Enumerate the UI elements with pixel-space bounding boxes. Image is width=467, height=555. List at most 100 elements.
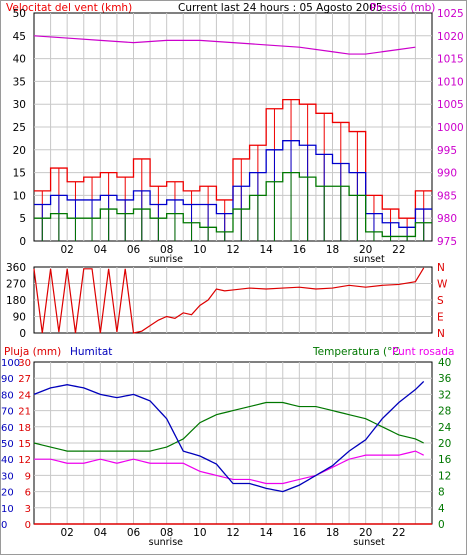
pressure-y-tick-label: 995 bbox=[437, 145, 457, 157]
wind-y-tick-label: 10 bbox=[13, 190, 26, 202]
wind-speed-title: Velocitat del vent (kmh) bbox=[6, 2, 132, 14]
pressure-y-tick-label: 1000 bbox=[437, 122, 464, 134]
wind-x-tick-label: 10 bbox=[193, 244, 206, 256]
humidity-y-tick-label: 60 bbox=[1, 423, 14, 434]
pressure-y-tick-label: 980 bbox=[437, 213, 457, 225]
temperature-y-tick-label: 16 bbox=[438, 454, 452, 466]
humidity-x-tick-label: 18 bbox=[326, 527, 339, 539]
wind-sunset-label: sunset bbox=[353, 254, 385, 265]
humidity-x-tick-label: 04 bbox=[94, 527, 108, 539]
direction-y-tick-label: 0 bbox=[19, 328, 26, 340]
pressure-title: Pressió (mb) bbox=[370, 2, 435, 14]
rain-y-tick-label: 0 bbox=[25, 520, 31, 531]
temperature-y-tick-label: 12 bbox=[438, 470, 451, 482]
wind-sunrise-label: sunrise bbox=[149, 254, 183, 265]
rain-title: Pluja (mm) bbox=[4, 346, 61, 358]
temperature-y-tick-label: 28 bbox=[438, 406, 451, 418]
direction-compass-label: W bbox=[437, 279, 448, 291]
temperature-y-tick-label: 32 bbox=[438, 389, 451, 401]
wind-x-tick-label: 08 bbox=[160, 244, 173, 256]
humidity-x-tick-label: 22 bbox=[392, 527, 405, 539]
rain-y-tick-label: 27 bbox=[18, 374, 31, 385]
rain-y-tick-label: 30 bbox=[18, 358, 31, 369]
wind-y-tick-label: 35 bbox=[13, 76, 26, 88]
humidity-y-tick-label: 100 bbox=[1, 358, 20, 369]
humidity-y-tick-label: 50 bbox=[1, 439, 14, 450]
direction-compass-label: S bbox=[437, 295, 444, 307]
humidity-x-tick-label: 08 bbox=[160, 527, 173, 539]
humidity-sunset-label: sunset bbox=[353, 537, 385, 548]
wind-x-tick-label: 02 bbox=[60, 244, 73, 256]
wind-x-tick-label: 06 bbox=[127, 244, 141, 256]
rain-y-tick-label: 18 bbox=[18, 423, 31, 434]
direction-compass-label: N bbox=[437, 328, 445, 340]
humidity-x-tick-label: 20 bbox=[359, 527, 372, 539]
rain-y-tick-label: 6 bbox=[25, 488, 31, 499]
humidity-x-tick-label: 02 bbox=[60, 527, 73, 539]
humidity-y-tick-label: 30 bbox=[1, 471, 14, 482]
direction-line bbox=[33, 267, 425, 334]
humidity-y-tick-label: 0 bbox=[1, 520, 7, 531]
temperature-y-tick-label: 36 bbox=[438, 373, 452, 385]
humidity-temperature-panel: 0102030405060708090100036912151821242730… bbox=[1, 357, 452, 548]
rain-y-tick-label: 9 bbox=[25, 471, 31, 482]
humidity-sunrise-label: sunrise bbox=[149, 537, 183, 548]
pressure-y-tick-label: 985 bbox=[437, 190, 457, 202]
temperature-y-tick-label: 4 bbox=[438, 503, 445, 515]
humidity-y-tick-label: 80 bbox=[1, 390, 14, 401]
temperature-line bbox=[33, 401, 424, 452]
rain-y-tick-label: 21 bbox=[18, 407, 31, 418]
humidity-line bbox=[33, 380, 425, 493]
direction-y-tick-label: 270 bbox=[6, 279, 26, 291]
wind-low-line bbox=[34, 171, 432, 238]
direction-y-tick-label: 180 bbox=[6, 295, 26, 307]
humidity-y-tick-label: 10 bbox=[1, 504, 14, 515]
humidity-x-tick-label: 06 bbox=[127, 527, 141, 539]
humidity-x-tick-label: 14 bbox=[259, 527, 273, 539]
wind-y-tick-label: 20 bbox=[13, 145, 26, 157]
direction-compass-label: E bbox=[437, 312, 444, 324]
wind-y-tick-label: 40 bbox=[13, 54, 26, 66]
wind-x-tick-label: 04 bbox=[94, 244, 108, 256]
pressure-y-tick-label: 975 bbox=[437, 236, 457, 248]
wind-x-tick-label: 14 bbox=[259, 244, 273, 256]
wind-x-tick-label: 16 bbox=[293, 244, 307, 256]
pressure-y-tick-label: 1025 bbox=[437, 8, 464, 20]
wind-x-tick-label: 20 bbox=[359, 244, 372, 256]
rain-y-tick-label: 15 bbox=[18, 439, 31, 450]
pressure-y-tick-label: 1015 bbox=[437, 54, 464, 66]
wind-y-tick-label: 0 bbox=[19, 236, 26, 248]
temperature-y-tick-label: 8 bbox=[438, 487, 445, 499]
temperature-y-tick-label: 40 bbox=[438, 357, 451, 369]
pressure-y-tick-label: 990 bbox=[437, 168, 457, 180]
wind-pressure-panel: 0510152025303540455097598098599099510001… bbox=[13, 8, 464, 265]
humidity-title: Humitat bbox=[70, 346, 112, 358]
humidity-x-tick-label: 12 bbox=[226, 527, 239, 539]
wind-y-tick-label: 5 bbox=[19, 213, 26, 225]
pressure-y-tick-label: 1005 bbox=[437, 99, 464, 111]
rain-y-tick-label: 24 bbox=[18, 390, 31, 401]
wind-x-tick-label: 22 bbox=[392, 244, 405, 256]
pressure-y-tick-label: 1020 bbox=[437, 31, 464, 43]
wind-gust-line bbox=[34, 98, 432, 219]
rain-y-tick-label: 3 bbox=[25, 504, 31, 515]
direction-y-tick-label: 360 bbox=[6, 262, 26, 274]
pressure-y-tick-label: 1010 bbox=[437, 76, 464, 88]
wind-y-tick-label: 45 bbox=[13, 31, 26, 43]
chart-period-title: Current last 24 hours : 05 Agosto 2005 bbox=[178, 2, 383, 14]
wind-y-tick-label: 25 bbox=[13, 122, 26, 134]
wind-y-tick-label: 15 bbox=[13, 168, 26, 180]
wind-y-tick-label: 30 bbox=[13, 99, 26, 111]
humidity-x-tick-label: 10 bbox=[193, 527, 206, 539]
humidity-y-tick-label: 20 bbox=[1, 488, 14, 499]
temperature-y-tick-label: 20 bbox=[438, 438, 451, 450]
humidity-y-tick-label: 90 bbox=[1, 374, 14, 385]
direction-compass-label: N bbox=[437, 262, 445, 274]
pressure-line bbox=[33, 35, 416, 55]
wind-y-tick-label: 50 bbox=[13, 8, 26, 20]
wind-x-tick-label: 18 bbox=[326, 244, 339, 256]
humidity-y-tick-label: 40 bbox=[1, 455, 14, 466]
humidity-x-tick-label: 16 bbox=[293, 527, 307, 539]
